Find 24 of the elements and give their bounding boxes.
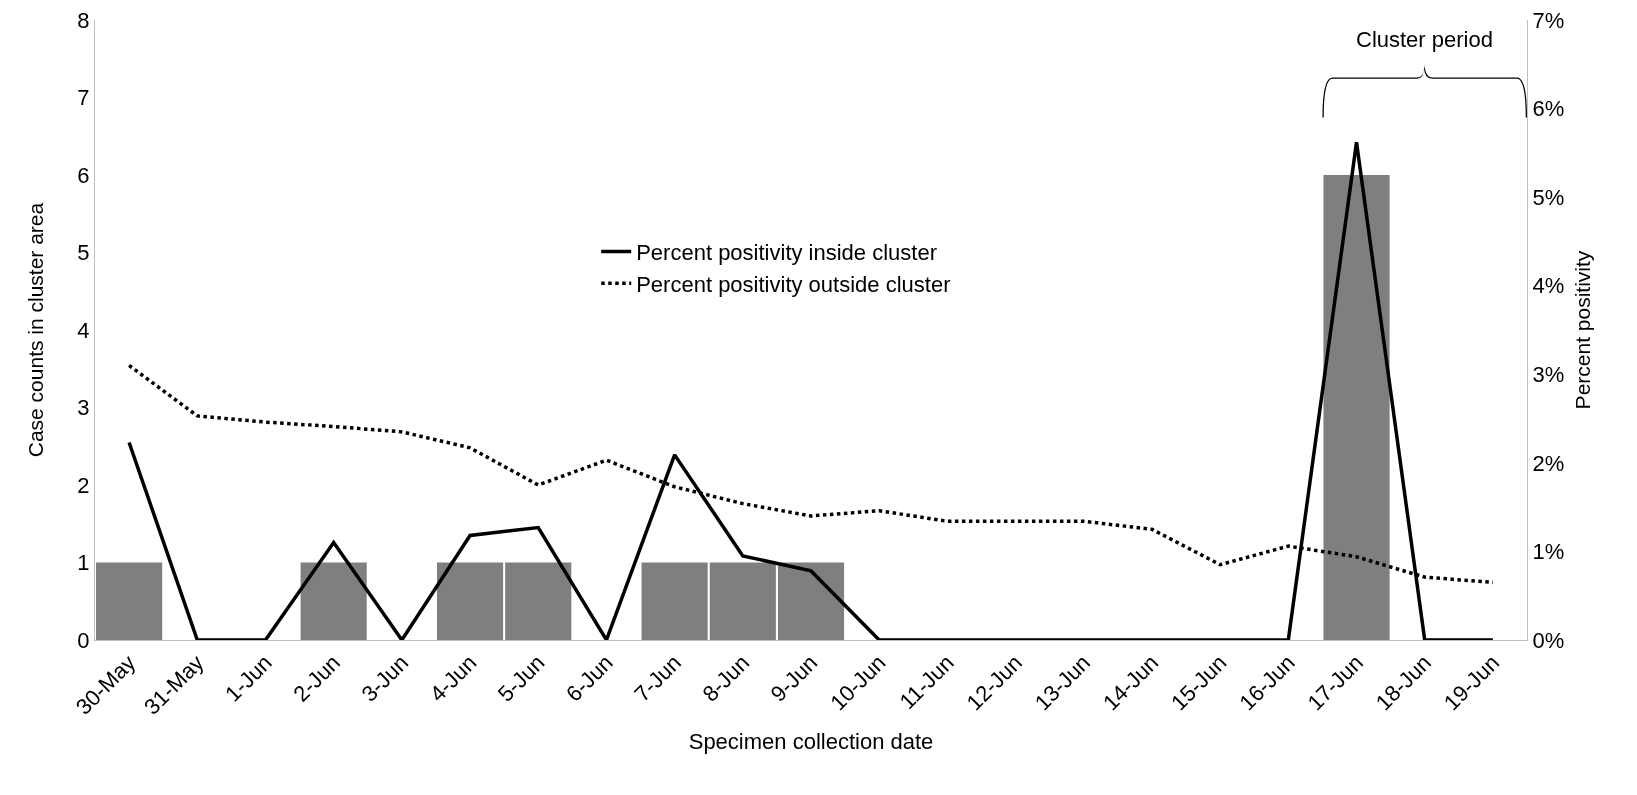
y2-tick-label: 4% [1532,273,1565,299]
y-tick-label: 0 [77,627,90,653]
y-tick-label: 5 [77,240,90,266]
y2-tick-label: 3% [1532,361,1565,387]
y2-tick-label: 0% [1532,627,1565,653]
line-series [127,140,1495,640]
legend-label: Percent positivity inside cluster [636,240,937,266]
y2-tick-label: 7% [1532,7,1565,33]
legend-label: Percent positivity outside cluster [636,271,951,297]
y-tick-label: 3 [77,395,90,421]
y-tick-label: 8 [77,7,90,33]
y-tick-label: 1 [77,550,90,576]
y-tick-label: 4 [77,317,90,343]
y2-tick-label: 2% [1532,450,1565,476]
y-tick-label: 6 [77,162,90,188]
y2-tick-label: 6% [1532,96,1565,122]
y-tick-label: 7 [77,85,90,111]
x-axis-title: Specimen collection date [688,729,934,755]
y2-axis-title: Percent positivity [1570,250,1594,410]
y2-tick-label: 1% [1532,539,1565,565]
y2-tick-label: 5% [1532,184,1565,210]
annotation: Cluster period [1356,27,1493,52]
y-axis-title: Case counts in cluster area [24,202,47,458]
y-tick-label: 2 [77,472,90,498]
